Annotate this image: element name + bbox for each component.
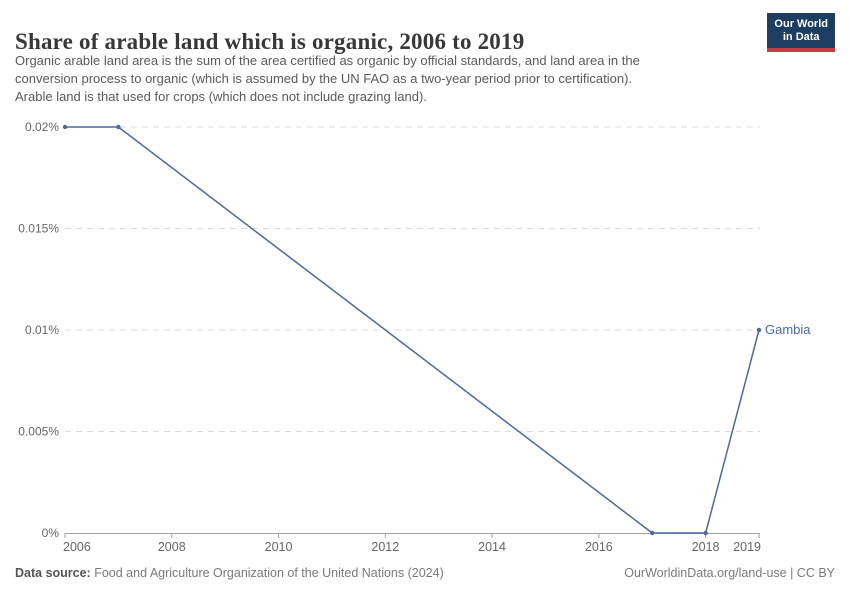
subtitle-line: conversion process to organic (which is … <box>15 71 633 86</box>
x-tick-label: 2008 <box>158 540 186 554</box>
chart-subtitle: Organic arable land area is the sum of t… <box>15 52 640 106</box>
series-label-gambia[interactable]: Gambia <box>765 322 811 337</box>
x-tick-label: 2014 <box>478 540 506 554</box>
data-source: Data source: Food and Agriculture Organi… <box>15 566 444 580</box>
license-link[interactable]: OurWorldinData.org/land-use | CC BY <box>624 566 835 580</box>
data-point[interactable] <box>62 124 68 130</box>
owid-logo-line1: Our World <box>774 18 828 30</box>
x-tick-label: 2018 <box>692 540 720 554</box>
data-point[interactable] <box>703 530 708 536</box>
owid-logo-line2: in Data <box>782 31 820 43</box>
x-tick-label: 2006 <box>63 540 91 554</box>
owid-logo[interactable]: Our World in Data <box>767 13 835 52</box>
y-tick-label: 0% <box>42 526 60 540</box>
y-tick-label: 0.01% <box>25 323 59 337</box>
data-source-label: Data source: <box>15 566 91 580</box>
chart-title: Share of arable land which is organic, 2… <box>15 29 525 55</box>
chart-footer: Data source: Food and Agriculture Organi… <box>15 566 835 580</box>
data-point[interactable] <box>756 327 762 333</box>
data-source-text: Food and Agriculture Organization of the… <box>94 566 444 580</box>
x-tick-label: 2010 <box>265 540 293 554</box>
data-point[interactable] <box>650 530 655 536</box>
subtitle-line: Arable land is that used for crops (whic… <box>15 89 427 104</box>
y-tick-label: 0.02% <box>25 120 59 134</box>
subtitle-line: Organic arable land area is the sum of t… <box>15 53 640 68</box>
y-tick-label: 0.015% <box>18 222 59 236</box>
x-tick-label: 2012 <box>371 540 399 554</box>
data-point[interactable] <box>116 124 121 130</box>
y-tick-label: 0.005% <box>18 425 59 439</box>
x-tick-label: 2019 <box>733 540 761 554</box>
x-tick-label: 2016 <box>585 540 613 554</box>
